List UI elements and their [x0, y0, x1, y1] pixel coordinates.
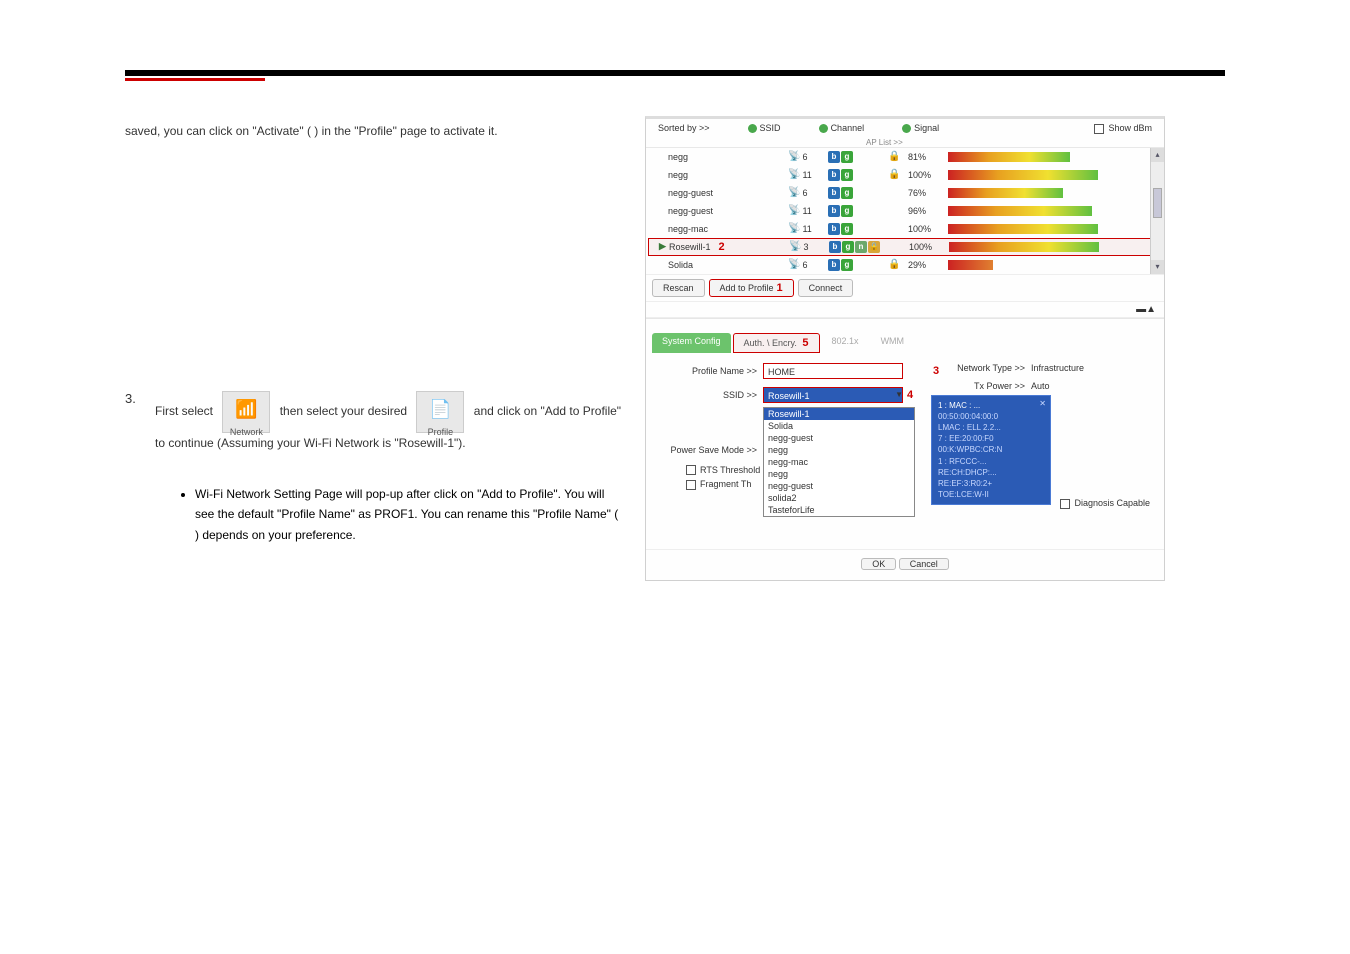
- connect-button[interactable]: Connect: [798, 279, 854, 297]
- ok-button[interactable]: OK: [861, 558, 896, 570]
- tab-8021x[interactable]: 802.1x: [822, 333, 869, 353]
- tx-power-select[interactable]: Auto: [1031, 381, 1050, 391]
- table-row[interactable]: negg-guest📡6bg76%: [646, 184, 1164, 202]
- tab-wmm[interactable]: WMM: [871, 333, 915, 353]
- rescan-button[interactable]: Rescan: [652, 279, 705, 297]
- rts-threshold-check[interactable]: RTS Threshold: [686, 465, 760, 476]
- power-save-label: Power Save Mode >>: [658, 445, 763, 455]
- tx-power-label: Tx Power >>: [936, 381, 1031, 391]
- dropdown-option[interactable]: negg: [764, 444, 914, 456]
- cancel-button[interactable]: Cancel: [899, 558, 949, 570]
- profile-name-label: Profile Name >>: [658, 366, 763, 376]
- sort-channel[interactable]: Channel: [819, 123, 865, 133]
- table-row[interactable]: negg📡6bg🔒81%: [646, 148, 1164, 166]
- sorted-by-label: Sorted by >>: [658, 123, 710, 133]
- close-icon[interactable]: ✕: [1039, 398, 1046, 409]
- intro-text: saved, you can click on "Activate" ( ) i…: [125, 121, 625, 141]
- scrollbar[interactable]: ▴ ▾: [1150, 148, 1164, 274]
- sort-header: Sorted by >> SSID Channel Signal Show dB…: [646, 119, 1164, 138]
- step-text: First select 📶 Network then select your …: [155, 391, 625, 453]
- tab-auth-encry[interactable]: Auth. \ Encry. 5: [733, 333, 820, 353]
- table-row[interactable]: Solida📡6bg🔒29%: [646, 256, 1164, 274]
- show-dbm-check[interactable]: Show dBm: [1094, 123, 1152, 134]
- ssid-dropdown[interactable]: Rosewill-1Solidanegg-guestneggnegg-macne…: [763, 407, 915, 517]
- dropdown-option[interactable]: negg-guest: [764, 480, 914, 492]
- dropdown-option[interactable]: Rosewill-1: [764, 408, 914, 420]
- ap-list-label: AP List >>: [646, 138, 1164, 148]
- header-rule-black: [125, 70, 1225, 76]
- ssid-input[interactable]: Rosewill-1: [763, 387, 903, 403]
- annotation-5: 5: [802, 337, 808, 349]
- scroll-thumb[interactable]: [1153, 188, 1162, 218]
- tab-system-config[interactable]: System Config: [652, 333, 731, 353]
- dropdown-option[interactable]: Solida: [764, 420, 914, 432]
- network-icon-label: Network: [230, 427, 263, 437]
- action-button-row: Rescan Add to Profile1 Connect: [646, 274, 1164, 301]
- dropdown-option[interactable]: negg-mac: [764, 456, 914, 468]
- dropdown-option[interactable]: negg-guest: [764, 432, 914, 444]
- info-tooltip: ✕ 1 : MAC : ...00:50:00:04:00:0LMAC : EL…: [931, 395, 1051, 506]
- network-type-select[interactable]: Infrastructure: [1031, 363, 1084, 373]
- profile-icon-label: Profile: [428, 427, 454, 437]
- wifi-utility-screenshot: Sorted by >> SSID Channel Signal Show dB…: [645, 116, 1165, 581]
- dropdown-option[interactable]: solida2: [764, 492, 914, 504]
- step-text-a: First select: [155, 405, 216, 419]
- config-tabs: System Config Auth. \ Encry. 5 802.1x WM…: [646, 329, 1164, 353]
- profile-name-input[interactable]: HOME: [763, 363, 903, 379]
- header-rule-red: [125, 78, 265, 81]
- annotation-1: 1: [777, 282, 783, 294]
- scroll-up-icon[interactable]: ▴: [1151, 148, 1164, 162]
- network-type-label: Network Type >>: [936, 363, 1031, 373]
- ap-list: negg📡6bg🔒81%negg📡11bg🔒100%negg-guest📡6bg…: [646, 148, 1164, 274]
- dialog-buttons: OK Cancel: [646, 549, 1164, 580]
- ssid-label: SSID >>: [658, 390, 763, 400]
- profile-icon: 📄 Profile: [416, 391, 464, 433]
- add-to-profile-button[interactable]: Add to Profile1: [709, 279, 794, 297]
- right-form-column: Network Type >> Infrastructure Tx Power …: [936, 363, 1084, 399]
- scroll-down-icon[interactable]: ▾: [1151, 260, 1164, 274]
- table-row[interactable]: negg📡11bg🔒100%: [646, 166, 1164, 184]
- step-number: 3.: [125, 391, 155, 406]
- table-row[interactable]: negg-guest📡11bg96%: [646, 202, 1164, 220]
- collapse-arrow-icon[interactable]: ▬▲: [646, 301, 1164, 318]
- system-config-form: Profile Name >> HOME 3 SSID >> Rosewill-…: [646, 353, 1164, 549]
- table-row[interactable]: negg-mac📡11bg100%: [646, 220, 1164, 238]
- bullet-note: Wi-Fi Network Setting Page will pop-up a…: [195, 484, 625, 545]
- sort-ssid[interactable]: SSID: [748, 123, 781, 133]
- step-text-b: then select your desired: [280, 405, 411, 419]
- sort-signal[interactable]: Signal: [902, 123, 939, 133]
- diagnosis-check[interactable]: Diagnosis Capable: [1060, 498, 1150, 509]
- fragment-threshold-check[interactable]: Fragment Th: [686, 479, 760, 490]
- dropdown-option[interactable]: TasteforLife: [764, 504, 914, 516]
- annotation-4: 4: [907, 389, 913, 401]
- table-row[interactable]: ▶Rosewill-1 2📡3bgn🔒100%: [648, 238, 1162, 256]
- dropdown-option[interactable]: negg: [764, 468, 914, 480]
- network-icon: 📶 Network: [222, 391, 270, 433]
